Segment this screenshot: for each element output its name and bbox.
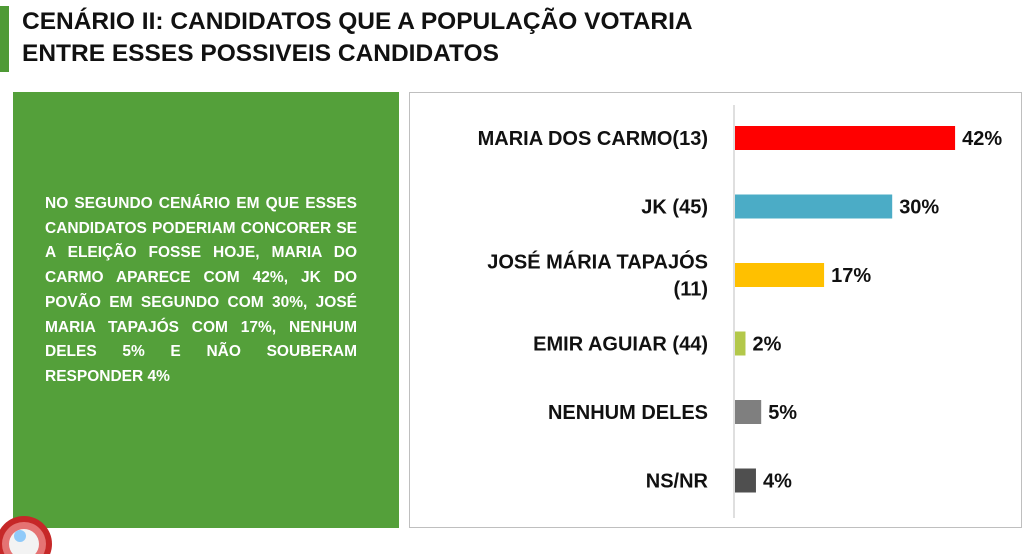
category-label-0: MARIA DOS CARMO(13)	[478, 128, 708, 150]
title-line-2: ENTRE ESSES POSSIVEIS CANDIDATOS	[22, 40, 499, 67]
title-accent-bar	[0, 6, 9, 72]
category-label-2-line-1: (11)	[674, 279, 708, 301]
title-line-1: CENÁRIO II: CANDIDATOS QUE A POPULAÇÃO V…	[22, 8, 693, 35]
category-label-1: JK (45)	[641, 197, 708, 219]
category-label-4: NENHUM DELES	[548, 402, 708, 424]
data-label-0: 42%	[962, 128, 1002, 150]
category-label-5-line-0: NS/NR	[646, 471, 709, 493]
bar-5	[735, 468, 756, 493]
data-label-5: 4%	[763, 471, 792, 493]
category-label-2-line-0: JOSÉ MÁRIA TAPAJÓS	[487, 250, 708, 274]
category-label-3: EMIR AGUIAR (44)	[533, 334, 708, 356]
category-label-4-line-0: NENHUM DELES	[548, 402, 708, 424]
logo-badge-icon	[0, 516, 52, 554]
bar-chart-svg: 42% MARIA DOS CARMO(13) 30% JK (45) 17% JOSÉ …	[478, 105, 1002, 518]
page-title: CENÁRIO II: CANDIDATOS QUE A POPULAÇÃO V…	[22, 6, 1012, 70]
bar-2	[735, 263, 825, 287]
category-label-5: NS/NR	[646, 471, 709, 493]
bar-0	[735, 126, 956, 150]
bar-chart: 42% MARIA DOS CARMO(13) 30% JK (45) 17% JOSÉ …	[409, 92, 1022, 528]
category-label-1-line-0: JK (45)	[641, 197, 708, 219]
bar-3	[735, 331, 746, 356]
bar-1	[735, 194, 893, 219]
data-label-4: 5%	[768, 402, 797, 424]
summary-text: NO SEGUNDO CENÁRIO EM QUE ESSES CANDIDAT…	[45, 195, 357, 385]
data-label-3: 2%	[752, 334, 781, 356]
bar-4	[735, 400, 762, 424]
category-label-0-line-0: MARIA DOS CARMO(13)	[478, 128, 708, 150]
summary-panel	[13, 92, 399, 528]
data-label-1: 30%	[899, 197, 939, 219]
data-label-2: 17%	[831, 265, 871, 287]
category-label-3-line-0: EMIR AGUIAR (44)	[533, 334, 708, 356]
category-label-2: JOSÉ MÁRIA TAPAJÓS (11)	[487, 250, 708, 301]
